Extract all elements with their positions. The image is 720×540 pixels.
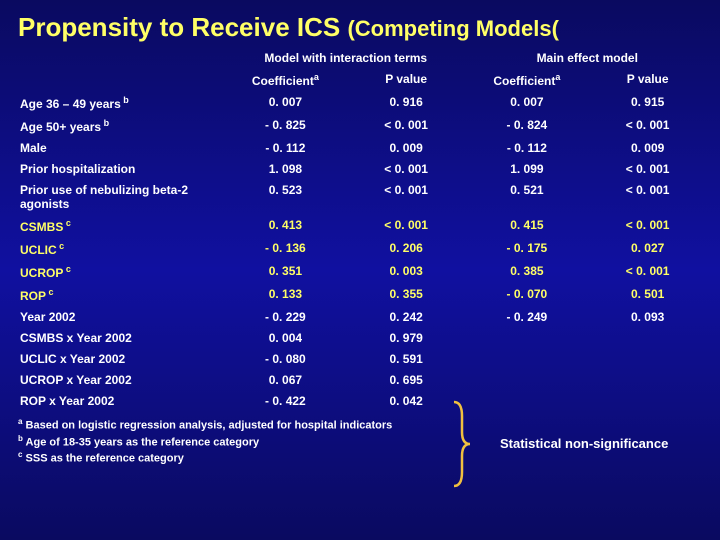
cell: < 0. 001 bbox=[346, 214, 467, 237]
cell: 0. 413 bbox=[225, 214, 346, 237]
header-coef-1: Coefficienta bbox=[225, 68, 346, 91]
cell: - 0. 070 bbox=[467, 283, 588, 306]
row-label: ROP c bbox=[18, 283, 225, 306]
cell: 0. 009 bbox=[346, 137, 467, 158]
cell: - 0. 080 bbox=[225, 348, 346, 369]
cell: 0. 695 bbox=[346, 369, 467, 390]
row-label: UCROP x Year 2002 bbox=[18, 369, 225, 390]
cell: 0. 009 bbox=[587, 137, 708, 158]
cell: - 0. 175 bbox=[467, 237, 588, 260]
cell: < 0. 001 bbox=[346, 158, 467, 179]
cell: < 0. 001 bbox=[587, 260, 708, 283]
row-label: Prior hospitalization bbox=[18, 158, 225, 179]
cell: 0. 355 bbox=[346, 283, 467, 306]
row-label: CSMBS x Year 2002 bbox=[18, 327, 225, 348]
header-pval-1: P value bbox=[346, 68, 467, 91]
cell: 0. 007 bbox=[225, 91, 346, 114]
header-group-interaction: Model with interaction terms bbox=[225, 47, 467, 68]
cell: < 0. 001 bbox=[587, 158, 708, 179]
row-label: UCROP c bbox=[18, 260, 225, 283]
cell bbox=[467, 348, 588, 369]
table-row: Male- 0. 1120. 009- 0. 1120. 009 bbox=[18, 137, 708, 158]
slide-title: Propensity to Receive ICS (Competing Mod… bbox=[0, 0, 720, 43]
cell: 0. 591 bbox=[346, 348, 467, 369]
cell bbox=[587, 390, 708, 411]
cell: 0. 351 bbox=[225, 260, 346, 283]
annotation-text: Statistical non-significance bbox=[500, 436, 668, 451]
cell: 0. 093 bbox=[587, 306, 708, 327]
cell: 0. 521 bbox=[467, 179, 588, 214]
cell: < 0. 001 bbox=[587, 214, 708, 237]
row-label: Year 2002 bbox=[18, 306, 225, 327]
title-main: Propensity to Receive ICS bbox=[18, 12, 340, 42]
row-label: UCLIC c bbox=[18, 237, 225, 260]
header-pval-2: P value bbox=[587, 68, 708, 91]
cell: - 0. 824 bbox=[467, 114, 588, 137]
cell: < 0. 001 bbox=[346, 114, 467, 137]
footnote-a: a Based on logistic regression analysis,… bbox=[18, 417, 720, 434]
table-row: Year 2002- 0. 2290. 242- 0. 2490. 093 bbox=[18, 306, 708, 327]
cell: 0. 915 bbox=[587, 91, 708, 114]
cell: 0. 979 bbox=[346, 327, 467, 348]
row-label: Male bbox=[18, 137, 225, 158]
cell: 0. 385 bbox=[467, 260, 588, 283]
cell: 0. 523 bbox=[225, 179, 346, 214]
cell: 0. 242 bbox=[346, 306, 467, 327]
table-row: UCLIC c- 0. 1360. 206- 0. 1750. 027 bbox=[18, 237, 708, 260]
table-row: CSMBS c0. 413< 0. 0010. 415< 0. 001 bbox=[18, 214, 708, 237]
cell: 0. 027 bbox=[587, 237, 708, 260]
row-label: Age 50+ years b bbox=[18, 114, 225, 137]
cell: - 0. 229 bbox=[225, 306, 346, 327]
table-row: CSMBS x Year 20020. 0040. 979 bbox=[18, 327, 708, 348]
cell: 0. 004 bbox=[225, 327, 346, 348]
table-row: UCLIC x Year 2002- 0. 0800. 591 bbox=[18, 348, 708, 369]
cell: 0. 916 bbox=[346, 91, 467, 114]
cell: < 0. 001 bbox=[587, 114, 708, 137]
table-row: UCROP x Year 20020. 0670. 695 bbox=[18, 369, 708, 390]
cell bbox=[587, 348, 708, 369]
results-table: Model with interaction terms Main effect… bbox=[18, 47, 708, 411]
table-row: Prior hospitalization1. 098< 0. 0011. 09… bbox=[18, 158, 708, 179]
cell: - 0. 136 bbox=[225, 237, 346, 260]
row-label: ROP x Year 2002 bbox=[18, 390, 225, 411]
header-group-main: Main effect model bbox=[467, 47, 709, 68]
cell: < 0. 001 bbox=[587, 179, 708, 214]
cell: - 0. 112 bbox=[467, 137, 588, 158]
cell: 1. 098 bbox=[225, 158, 346, 179]
table-row: ROP x Year 2002- 0. 4220. 042 bbox=[18, 390, 708, 411]
header-blank bbox=[18, 47, 225, 68]
cell: - 0. 249 bbox=[467, 306, 588, 327]
cell bbox=[467, 369, 588, 390]
table-row: ROP c0. 1330. 355- 0. 0700. 501 bbox=[18, 283, 708, 306]
cell: 0. 042 bbox=[346, 390, 467, 411]
cell: 0. 415 bbox=[467, 214, 588, 237]
cell: - 0. 422 bbox=[225, 390, 346, 411]
table-row: Prior use of nebulizing beta-2 agonists0… bbox=[18, 179, 708, 214]
cell bbox=[467, 327, 588, 348]
cell bbox=[587, 369, 708, 390]
cell: 0. 133 bbox=[225, 283, 346, 306]
cell: 1. 099 bbox=[467, 158, 588, 179]
cell: 0. 007 bbox=[467, 91, 588, 114]
row-label: UCLIC x Year 2002 bbox=[18, 348, 225, 369]
row-label: Prior use of nebulizing beta-2 agonists bbox=[18, 179, 225, 214]
cell: - 0. 825 bbox=[225, 114, 346, 137]
table-row: Age 36 – 49 years b0. 0070. 9160. 0070. … bbox=[18, 91, 708, 114]
cell: 0. 501 bbox=[587, 283, 708, 306]
row-label: CSMBS c bbox=[18, 214, 225, 237]
cell: < 0. 001 bbox=[346, 179, 467, 214]
footnote-c: c SSS as the reference category bbox=[18, 450, 720, 467]
table-row: UCROP c0. 3510. 0030. 385< 0. 001 bbox=[18, 260, 708, 283]
cell: 0. 003 bbox=[346, 260, 467, 283]
table-row: Age 50+ years b- 0. 825< 0. 001- 0. 824<… bbox=[18, 114, 708, 137]
cell bbox=[467, 390, 588, 411]
title-sub: (Competing Models( bbox=[347, 16, 558, 41]
cell: 0. 206 bbox=[346, 237, 467, 260]
row-label: Age 36 – 49 years b bbox=[18, 91, 225, 114]
cell: 0. 067 bbox=[225, 369, 346, 390]
header-coef-2: Coefficienta bbox=[467, 68, 588, 91]
cell: - 0. 112 bbox=[225, 137, 346, 158]
cell bbox=[587, 327, 708, 348]
